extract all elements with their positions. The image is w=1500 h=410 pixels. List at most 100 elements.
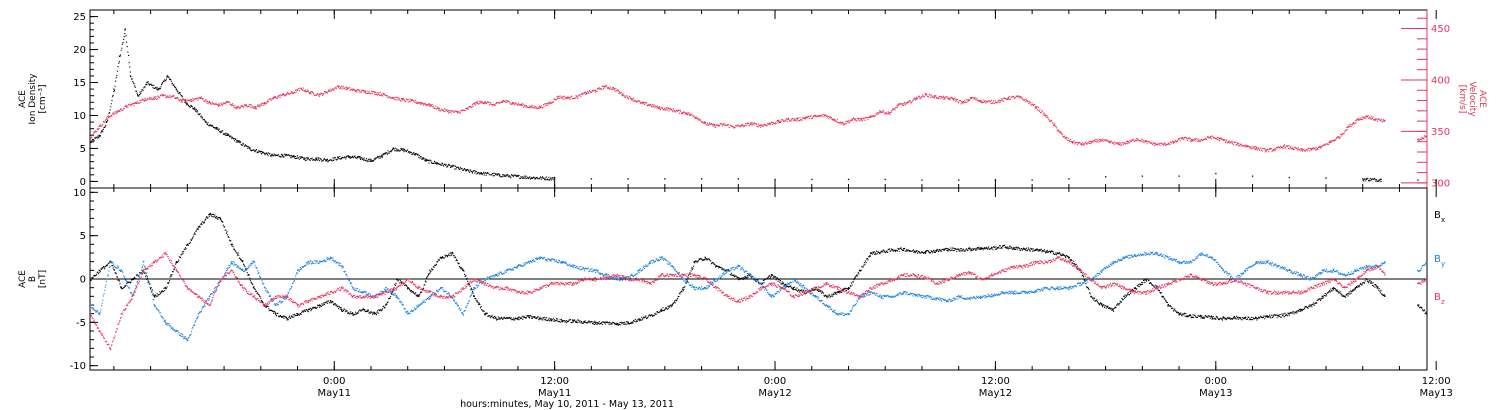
- data-point: [726, 269, 728, 271]
- data-point: [535, 176, 537, 179]
- data-point: [304, 157, 306, 159]
- data-point: [230, 243, 233, 245]
- data-point: [1365, 265, 1368, 267]
- data-point: [1211, 316, 1213, 318]
- data-point: [1007, 96, 1009, 99]
- data-point: [328, 89, 330, 91]
- data-point: [385, 291, 387, 293]
- data-point: [440, 256, 442, 258]
- data-point: [1081, 143, 1083, 145]
- data-point: [686, 112, 688, 114]
- data-point: [594, 89, 596, 91]
- data-point: [216, 128, 218, 130]
- data-point: [825, 282, 828, 284]
- data-point: [585, 91, 587, 93]
- data-point: [410, 99, 413, 102]
- data-point: [1057, 252, 1059, 254]
- data-point: [116, 110, 119, 112]
- data-point: [915, 96, 918, 99]
- data-point: [897, 104, 899, 106]
- left-tick-label: -5: [76, 318, 86, 329]
- data-point: [1283, 145, 1285, 147]
- data-point: [787, 118, 789, 120]
- data-point: [341, 265, 343, 267]
- data-point: [438, 108, 440, 110]
- panel-frame-density-velocity: [89, 9, 1428, 189]
- data-point: [947, 300, 949, 302]
- data-point: [1417, 269, 1419, 271]
- data-point: [989, 101, 991, 103]
- data-point: [383, 93, 385, 96]
- data-point: [330, 300, 332, 302]
- data-point: [1090, 278, 1092, 280]
- data-point: [407, 278, 409, 280]
- data-point: [1031, 179, 1033, 181]
- data-point: [319, 261, 321, 263]
- data-point: [359, 157, 361, 159]
- data-point: [181, 99, 183, 102]
- data-point: [153, 304, 155, 306]
- data-point: [254, 106, 256, 108]
- data-point: [1288, 291, 1290, 293]
- data-point: [561, 282, 563, 284]
- data-point: [1384, 295, 1386, 297]
- data-point: [517, 175, 519, 177]
- data-point: [296, 313, 299, 315]
- data-point: [1365, 269, 1368, 271]
- data-point: [309, 91, 312, 93]
- data-point: [1445, 115, 1446, 116]
- data-point: [109, 347, 111, 349]
- data-point: [1321, 282, 1323, 284]
- data-point: [307, 308, 310, 310]
- data-point: [164, 287, 166, 289]
- data-point: [682, 274, 684, 276]
- data-point: [1134, 254, 1136, 256]
- data-point: [704, 278, 706, 280]
- data-point: [392, 96, 394, 99]
- data-point: [241, 269, 244, 271]
- data-point: [836, 287, 839, 289]
- data-point: [1046, 261, 1048, 263]
- data-point: [1101, 269, 1103, 271]
- x-tick-label-date: May13: [1199, 388, 1232, 399]
- data-point: [695, 116, 697, 118]
- data-point: [1002, 269, 1004, 271]
- data-point: [539, 287, 541, 289]
- data-point: [153, 261, 155, 263]
- data-point: [825, 304, 828, 306]
- data-point: [517, 265, 519, 267]
- data-point: [770, 282, 773, 284]
- data-point: [1156, 252, 1158, 254]
- data-point: [1189, 274, 1191, 276]
- data-point: [98, 269, 100, 271]
- data-point: [521, 104, 523, 106]
- data-point: [1332, 269, 1334, 271]
- data-point: [429, 269, 431, 271]
- data-point: [796, 118, 798, 120]
- data-point: [1266, 261, 1268, 263]
- data-point: [473, 295, 475, 297]
- right-ylabel-line: [km/s]: [1457, 85, 1467, 114]
- data-point: [847, 287, 850, 289]
- data-point: [120, 313, 122, 315]
- data-point: [528, 261, 530, 263]
- data-point: [958, 179, 960, 181]
- x-tick-label-time: 12:00: [540, 376, 569, 387]
- data-point: [146, 81, 148, 84]
- data-point: [1134, 287, 1136, 289]
- data-point: [307, 300, 310, 302]
- legend-label: B: [1434, 210, 1441, 221]
- data-point: [227, 134, 229, 136]
- data-point: [1057, 256, 1059, 258]
- data-point: [1068, 261, 1070, 263]
- data-point: [860, 118, 862, 120]
- data-point: [1310, 278, 1312, 280]
- data-point: [120, 287, 122, 289]
- data-point: [1426, 134, 1427, 137]
- right-tick-label: 300: [1431, 178, 1450, 189]
- data-point: [1432, 287, 1433, 288]
- data-point: [381, 154, 383, 156]
- data-point: [1375, 118, 1377, 120]
- data-point: [473, 278, 475, 280]
